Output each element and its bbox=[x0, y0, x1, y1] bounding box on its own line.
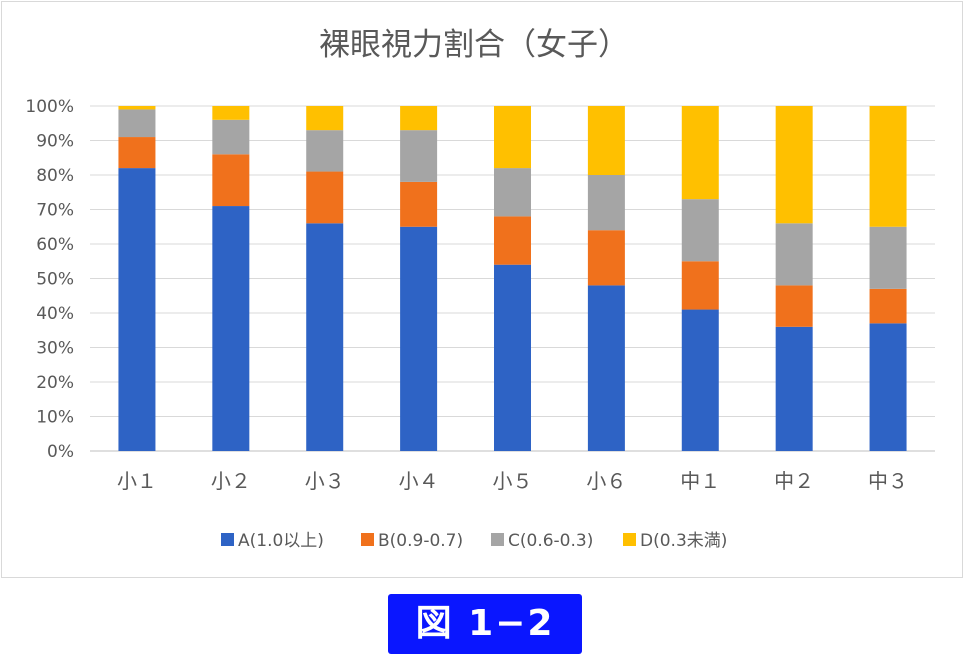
bar-segment bbox=[869, 288, 907, 324]
bar-segment bbox=[681, 309, 719, 451]
bar-segment bbox=[869, 226, 907, 289]
y-tick-label: 50% bbox=[36, 270, 74, 290]
x-axis-labels: 小１ 小２ 小３ 小４ 小５ 小６ 中１ 中２ 中３ bbox=[117, 469, 908, 493]
x-tick-label: 中１ bbox=[680, 469, 720, 493]
bar-segment bbox=[494, 168, 531, 217]
x-tick-label: 小１ bbox=[117, 469, 157, 493]
legend-swatch bbox=[623, 533, 636, 546]
x-tick-label: 小５ bbox=[493, 469, 533, 493]
y-tick-label: 20% bbox=[36, 373, 74, 393]
y-tick-label: 40% bbox=[36, 304, 74, 324]
bar-segment bbox=[681, 106, 719, 200]
bar-segment bbox=[400, 106, 438, 131]
figure-label: 図 1−2 bbox=[388, 594, 582, 654]
y-tick-label: 10% bbox=[36, 408, 74, 428]
bar-segment bbox=[869, 323, 907, 451]
bar-segment bbox=[212, 154, 250, 207]
x-tick-label: 小４ bbox=[399, 469, 439, 493]
bar-segment bbox=[212, 106, 250, 120]
legend-swatch bbox=[491, 533, 504, 546]
bar-segment bbox=[306, 130, 344, 172]
bar-segment bbox=[587, 285, 625, 451]
bar-segment bbox=[775, 285, 813, 327]
legend-label: C(0.6-0.3) bbox=[508, 531, 593, 551]
y-axis-ticks: 0% 10% 20% 30% 40% 50% 60% 70% 80% 90% 100% bbox=[25, 97, 74, 462]
legend-swatch bbox=[361, 533, 374, 546]
bar-segment bbox=[587, 175, 625, 231]
x-tick-label: 小６ bbox=[586, 469, 626, 493]
y-tick-label: 90% bbox=[36, 132, 74, 152]
y-tick-label: 60% bbox=[36, 235, 74, 255]
bar-segment bbox=[494, 106, 531, 169]
bar-segment bbox=[494, 216, 531, 265]
x-tick-label: 小２ bbox=[211, 469, 251, 493]
bar-segment bbox=[400, 226, 438, 451]
y-tick-label: 30% bbox=[36, 339, 74, 359]
bar-segment bbox=[118, 137, 156, 169]
legend-label: A(1.0以上) bbox=[238, 531, 324, 551]
legend-swatch bbox=[221, 533, 234, 546]
bar-segment bbox=[306, 171, 344, 224]
chart: 裸眼視力割合（女子） 0% 10% 20% 30% 40% 50% 60% 70% 80% 90%… bbox=[25, 27, 935, 551]
legend: A(1.0以上) B(0.9-0.7) C(0.6-0.3) D(0.3未満) bbox=[221, 531, 727, 551]
x-tick-label: 中２ bbox=[774, 469, 814, 493]
bar-segment bbox=[212, 206, 250, 451]
chart-title: 裸眼視力割合（女子） bbox=[319, 27, 629, 63]
bar-segment bbox=[587, 230, 625, 286]
x-tick-label: 中３ bbox=[868, 469, 908, 493]
bar-segment bbox=[587, 106, 625, 175]
bar-segment bbox=[775, 223, 813, 286]
y-tick-label: 100% bbox=[25, 97, 74, 117]
legend-label: B(0.9-0.7) bbox=[378, 531, 463, 551]
x-tick-label: 小３ bbox=[305, 469, 345, 493]
bar-segment bbox=[681, 199, 719, 262]
bars bbox=[118, 106, 907, 451]
bar-segment bbox=[118, 109, 156, 138]
bar-segment bbox=[494, 264, 531, 451]
bar-segment bbox=[118, 168, 156, 451]
y-tick-label: 70% bbox=[36, 201, 74, 221]
y-tick-label: 0% bbox=[47, 442, 74, 462]
bar-segment bbox=[775, 106, 813, 224]
bar-segment bbox=[306, 106, 344, 131]
bar-segment bbox=[212, 119, 250, 155]
legend-label: D(0.3未満) bbox=[640, 531, 727, 551]
bar-segment bbox=[775, 326, 813, 451]
bar-segment bbox=[681, 261, 719, 310]
bar-segment bbox=[306, 223, 344, 451]
y-tick-label: 80% bbox=[36, 166, 74, 186]
bar-segment bbox=[118, 106, 156, 110]
bar-segment bbox=[400, 181, 438, 227]
bar-segment bbox=[400, 130, 438, 182]
bar-segment bbox=[869, 106, 907, 227]
